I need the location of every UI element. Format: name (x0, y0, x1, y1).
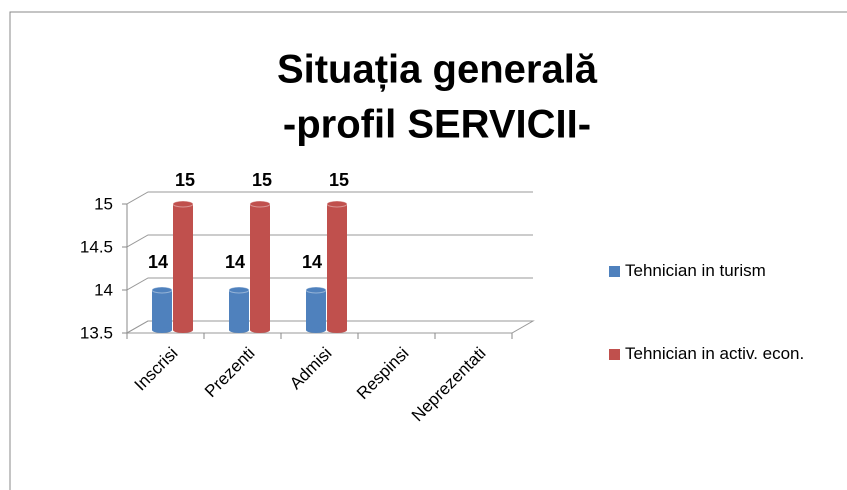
legend-label: Tehnician in turism (625, 261, 766, 280)
y-tick-label: 14 (94, 280, 113, 299)
legend-item: Tehnician in turism (609, 261, 840, 284)
y-tick-label: 15 (94, 194, 113, 213)
grid-line (126, 320, 533, 334)
bar-top (249, 200, 271, 208)
chart-title: -profil SERVICII- (283, 103, 591, 147)
bar-top (151, 286, 173, 294)
bar-bottom (250, 327, 270, 333)
y-tick-label: 14.5 (80, 237, 113, 256)
chart-title: Situația generală (277, 48, 598, 92)
data-label: 14 (148, 252, 168, 272)
legend-swatch (609, 266, 620, 277)
data-label: 14 (225, 252, 245, 272)
legend-item: Tehnician in activ. econ. (609, 344, 825, 367)
bar (152, 290, 172, 330)
data-label: 15 (252, 170, 272, 190)
bar-bottom (152, 327, 172, 333)
bar (229, 290, 249, 330)
data-label: 15 (329, 170, 349, 190)
data-label: 15 (175, 170, 195, 190)
bar-bottom (306, 327, 326, 333)
bar-top (228, 286, 250, 294)
bar (327, 204, 347, 330)
chart-border (9, 11, 847, 490)
bar-top (172, 200, 194, 208)
grid-line (126, 191, 533, 205)
legend-swatch (609, 349, 620, 360)
y-tick-label: 13.5 (80, 323, 113, 342)
grid-line (126, 277, 533, 291)
data-label: 14 (302, 252, 322, 272)
bar-top (326, 200, 348, 208)
bar-bottom (327, 327, 347, 333)
bar (306, 290, 326, 330)
bar-bottom (173, 327, 193, 333)
bar-bottom (229, 327, 249, 333)
bar-top (305, 286, 327, 294)
legend-label: Tehnician in activ. econ. (625, 344, 805, 363)
bar (173, 204, 193, 330)
grid-line (126, 234, 533, 248)
bar (250, 204, 270, 330)
